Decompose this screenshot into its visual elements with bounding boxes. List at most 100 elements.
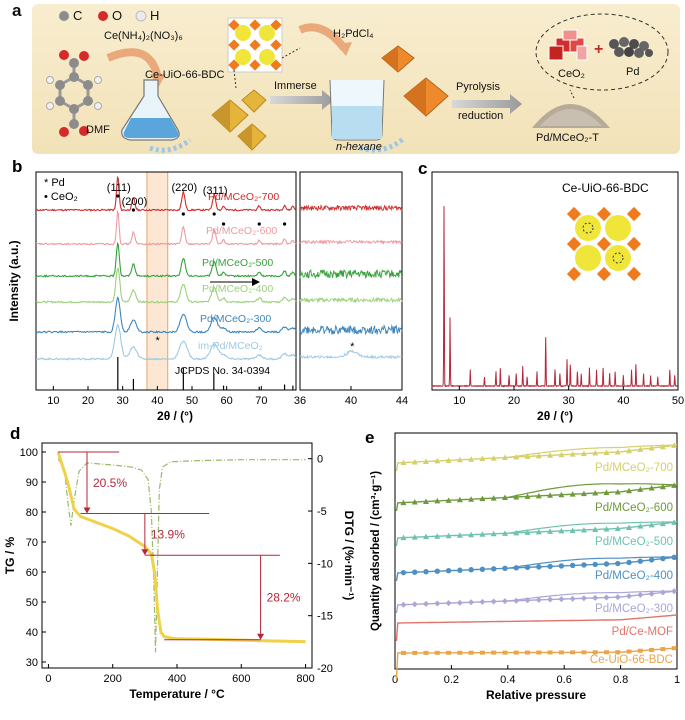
- chart-d-ylabel: TG / %: [3, 537, 17, 575]
- isotherm-marker: [659, 520, 666, 527]
- isotherm-marker: [581, 562, 587, 568]
- weight-loss-label: 13.9%: [151, 527, 185, 541]
- ceo2-cube-icon: [548, 29, 588, 61]
- ceo2-peak-marker: [116, 194, 120, 198]
- weight-loss-arrowhead: [141, 549, 149, 556]
- isotherm-marker: [535, 492, 542, 499]
- isotherm-marker: [502, 650, 508, 655]
- xrd-chart-b: Pd/MCeO₂-700 Pd/MCeO₂-600 Pd/MCeO₂-500 Pd/M…: [7, 157, 408, 423]
- isotherm-series-label: Pd/MCeO₂-300: [595, 603, 673, 615]
- isotherm-marker: [535, 452, 542, 459]
- isotherm-marker: [479, 566, 486, 572]
- zoom-region-highlight: [146, 171, 169, 391]
- panel-c-label: c: [418, 160, 427, 178]
- scheme-background: [32, 4, 680, 154]
- legend-oxygen-label: O: [112, 8, 123, 23]
- ceo2-peak-marker: [282, 222, 287, 226]
- isotherm-marker: [502, 565, 508, 572]
- chart-d-ytick-label: 90: [26, 477, 38, 489]
- legend-ceo2: • CeO₂: [44, 191, 78, 203]
- isotherm-marker: [659, 589, 666, 596]
- isotherm-marker: [457, 567, 463, 573]
- isotherm-marker: [456, 599, 463, 606]
- weight-loss-arrowhead: [83, 507, 91, 514]
- isotherm-chart-e: 0 0.2 0.4 0.6 0.8 1 Pd/MCeO₂-700 Pd/MCeO₂-600 Pd…: [365, 428, 680, 702]
- isotherm-marker: [411, 601, 418, 608]
- chart-d-xlabel: Temperature / °C: [129, 687, 225, 701]
- product-inset-outline: [535, 13, 669, 91]
- isotherm-marker: [580, 450, 587, 457]
- isotherm-marker: [648, 557, 655, 563]
- pd-peak-marker: *: [156, 335, 161, 347]
- panel-b: Pd/MCeO₂-700 Pd/MCeO₂-600 Pd/MCeO₂-500 Pd/M…: [0, 157, 410, 425]
- isotherm-marker: [535, 596, 542, 603]
- isotherm-marker: [558, 491, 565, 498]
- weight-loss-label: 20.5%: [93, 476, 127, 490]
- isotherm-marker: [614, 488, 621, 495]
- isotherm-marker: [491, 566, 497, 572]
- xrd-chart-c: Ce-UiO-66-BDC 10 20 30 40 50 2θ / (°) c: [418, 159, 684, 423]
- isotherm-marker: [411, 534, 418, 540]
- isotherm-marker: [456, 532, 463, 538]
- isotherm-marker: [603, 526, 610, 532]
- chart-b-xtick-label: 20: [82, 395, 94, 407]
- xrd-zoom-series-line: [299, 239, 403, 246]
- isotherm-marker: [445, 497, 452, 503]
- curved-arrow-icon: [106, 48, 162, 80]
- isotherm-marker: [604, 650, 609, 655]
- chart-d-xtick-label: 600: [232, 673, 250, 685]
- hydrogen-atom-icon: [135, 10, 147, 22]
- isotherm-marker: [468, 567, 474, 573]
- isotherm-desorption-line: [507, 521, 677, 534]
- isotherm-marker: [457, 650, 463, 655]
- chart-d-y2tick-label: -20: [317, 663, 333, 675]
- isotherm-marker: [490, 598, 497, 605]
- isotherm-marker: [524, 597, 531, 604]
- series-label: Pd/MCeO₂-500: [202, 257, 273, 269]
- isotherm-marker: [501, 530, 508, 536]
- isotherm-marker: [659, 483, 666, 490]
- chart-d-xtick-label: 800: [296, 673, 314, 685]
- isotherm-series-label: Pd/MCeO₂-500: [595, 536, 673, 548]
- isotherm-marker: [671, 646, 677, 651]
- chart-c-xlabel: 2θ / (°): [537, 409, 573, 423]
- isotherm-series-label: Pd/MCeO₂-700: [595, 462, 673, 474]
- isotherm-desorption-line: [507, 590, 677, 602]
- isotherm-marker: [580, 490, 587, 497]
- panel-e: 0 0.2 0.4 0.6 0.8 1 Pd/MCeO₂-700 Pd/MCeO₂-600 Pd…: [355, 425, 685, 715]
- peak-label: (311): [203, 185, 228, 197]
- isotherm-marker: [660, 647, 666, 652]
- isotherm-marker: [479, 598, 486, 605]
- chart-b-zoom-xtick-label: 44: [396, 395, 408, 407]
- xrd-zoom-series-line: [299, 268, 403, 280]
- isotherm-marker: [603, 449, 610, 455]
- chart-d-ytick-label: 70: [26, 537, 38, 549]
- isotherm-marker: [558, 527, 565, 534]
- isotherm-marker: [423, 600, 430, 607]
- isotherm-marker: [434, 497, 441, 504]
- isotherm-marker: [581, 650, 587, 655]
- chart-c-xtick-label: 10: [453, 395, 465, 407]
- oxygen-atom-icon: [98, 11, 108, 21]
- isotherm-marker: [614, 448, 621, 455]
- xrd-series-line: [35, 241, 297, 278]
- flask-dmf-icon: [121, 79, 192, 153]
- isotherm-marker: [592, 526, 599, 532]
- isotherm-desorption-line: [507, 556, 677, 569]
- isotherm-marker: [637, 648, 643, 653]
- isotherm-marker: [423, 568, 429, 575]
- chart-b-frame: [35, 171, 297, 391]
- isotherm-marker: [648, 590, 655, 597]
- isotherm-marker: [592, 450, 599, 456]
- chart-d-y2tick-label: 0: [317, 454, 323, 466]
- chart-e-xtick-label: 1: [674, 674, 680, 686]
- isotherm-marker: [513, 565, 519, 571]
- isotherm-marker: [660, 555, 666, 562]
- isotherm-marker: [479, 531, 486, 537]
- isotherm-marker: [524, 564, 531, 571]
- chart-b-ylabel: Intensity (a.u.): [7, 240, 21, 321]
- isotherm-marker: [671, 554, 677, 561]
- isotherm-marker: [649, 647, 655, 652]
- chart-d-y2tick-label: -5: [317, 506, 327, 518]
- isotherm-marker: [400, 601, 407, 608]
